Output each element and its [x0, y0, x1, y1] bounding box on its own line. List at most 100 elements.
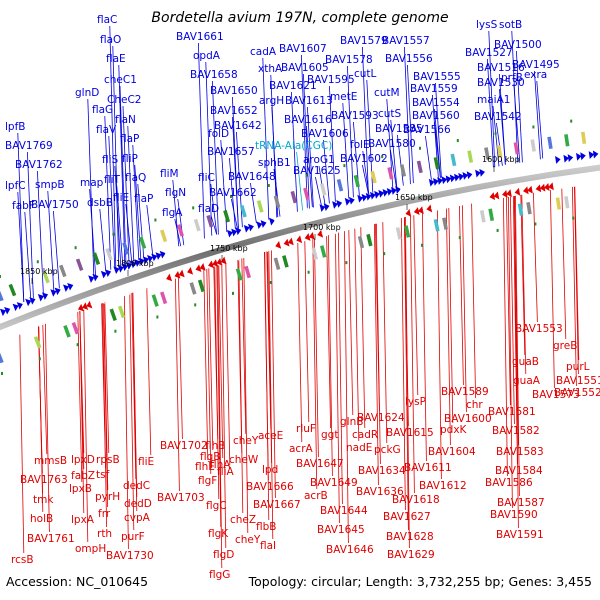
- reverse-gene-label[interactable]: flgG: [209, 569, 230, 581]
- reverse-gene-label[interactable]: BAV1618: [392, 494, 440, 506]
- forward-gene-label[interactable]: sotB: [499, 19, 522, 31]
- reverse-gene-label[interactable]: BAV1583: [496, 446, 544, 458]
- reverse-gene-label[interactable]: flhA: [210, 459, 231, 471]
- reverse-gene-label[interactable]: BAV1604: [428, 446, 476, 458]
- reverse-gene-label[interactable]: guaB: [512, 356, 539, 368]
- reverse-gene-label[interactable]: BAV1582: [492, 425, 540, 437]
- reverse-gene-label[interactable]: acrA: [289, 443, 314, 455]
- reverse-gene-label[interactable]: BAV1646: [326, 544, 374, 556]
- forward-gene-label[interactable]: glnD: [75, 87, 99, 99]
- forward-gene-label[interactable]: lpfB: [5, 121, 25, 133]
- reverse-gene-label[interactable]: dedC: [123, 480, 150, 492]
- forward-gene-label[interactable]: fliT: [104, 174, 121, 186]
- reverse-gene-label[interactable]: flbB: [256, 521, 276, 533]
- reverse-gene-label[interactable]: aceE: [258, 430, 283, 442]
- forward-gene-label[interactable]: BAV1602: [340, 153, 388, 165]
- reverse-gene-label[interactable]: flgF: [198, 475, 217, 487]
- forward-gene-label[interactable]: fliP: [122, 153, 138, 165]
- forward-gene-label[interactable]: BAV1658: [190, 69, 238, 81]
- reverse-gene-label[interactable]: BAV1629: [387, 549, 435, 561]
- reverse-gene-label[interactable]: BAV1551: [556, 375, 600, 387]
- forward-gene-label[interactable]: BAV1566: [403, 124, 451, 136]
- forward-gene-label[interactable]: fliS: [102, 154, 119, 166]
- forward-gene-label[interactable]: BAV1555: [413, 71, 461, 83]
- forward-gene-label[interactable]: cutS: [378, 108, 402, 120]
- reverse-gene-label[interactable]: lysP: [405, 396, 426, 408]
- reverse-gene-label[interactable]: BAV1667: [253, 499, 301, 511]
- reverse-gene-label[interactable]: BAV1615: [386, 427, 434, 439]
- reverse-gene-label[interactable]: tmk: [33, 494, 54, 506]
- forward-gene-label[interactable]: BAV1530: [477, 77, 525, 89]
- reverse-gene-label[interactable]: BAV1702: [160, 440, 208, 452]
- forward-gene-label[interactable]: BAV1580: [368, 138, 416, 150]
- reverse-gene-label[interactable]: glnB: [340, 416, 363, 428]
- reverse-gene-label[interactable]: BAV1666: [246, 481, 294, 493]
- reverse-gene-label[interactable]: flhB: [205, 440, 225, 452]
- forward-gene-label[interactable]: BAV1559: [410, 83, 458, 95]
- reverse-gene-label[interactable]: BAV1591: [496, 529, 544, 541]
- reverse-gene-label[interactable]: lpxD: [71, 454, 95, 466]
- forward-gene-label[interactable]: flaO: [100, 34, 121, 46]
- reverse-gene-label[interactable]: BAV1584: [495, 465, 543, 477]
- reverse-gene-label[interactable]: BAV1730: [106, 550, 154, 562]
- reverse-gene-label[interactable]: acrB: [304, 490, 328, 502]
- forward-gene-label[interactable]: BAV1662: [209, 187, 257, 199]
- forward-gene-label[interactable]: xthA: [258, 63, 283, 75]
- forward-gene-label[interactable]: BAV1560: [412, 110, 460, 122]
- reverse-gene-label[interactable]: BAV1703: [157, 492, 205, 504]
- reverse-gene-label[interactable]: tsf: [96, 469, 110, 481]
- reverse-gene-label[interactable]: BAV1763: [20, 474, 68, 486]
- reverse-gene-label[interactable]: fliA: [217, 466, 235, 478]
- reverse-gene-label[interactable]: BAV1644: [320, 505, 368, 517]
- reverse-gene-label[interactable]: BAV1649: [310, 477, 358, 489]
- forward-gene-label[interactable]: flaP: [120, 133, 139, 145]
- reverse-gene-label[interactable]: pdxK: [440, 424, 468, 436]
- reverse-gene-label[interactable]: purF: [121, 531, 145, 543]
- reverse-gene-label[interactable]: holB: [30, 513, 53, 525]
- reverse-gene-label[interactable]: BAV1636: [356, 486, 404, 498]
- reverse-gene-label[interactable]: nadE: [346, 442, 372, 454]
- reverse-gene-label[interactable]: BAV1624: [357, 412, 405, 424]
- forward-gene-label[interactable]: BAV1585: [375, 123, 423, 135]
- reverse-gene-label[interactable]: BAV1761: [27, 533, 75, 545]
- forward-gene-label[interactable]: aroG1: [303, 154, 335, 166]
- forward-gene-label[interactable]: BAV1613: [285, 95, 333, 107]
- reverse-gene-label[interactable]: BAV1587: [497, 497, 545, 509]
- forward-gene-label[interactable]: fliM: [160, 168, 179, 180]
- forward-gene-label[interactable]: flgN: [165, 187, 186, 199]
- reverse-gene-label[interactable]: fliE: [138, 456, 154, 468]
- forward-gene-label[interactable]: BAV1542: [474, 111, 522, 123]
- reverse-gene-label[interactable]: ggt: [321, 429, 338, 441]
- reverse-gene-label[interactable]: flgK: [208, 528, 229, 540]
- reverse-gene-label[interactable]: frr: [98, 508, 111, 520]
- reverse-gene-label[interactable]: BAV1589: [441, 386, 489, 398]
- reverse-gene-label[interactable]: BAV1581: [488, 406, 536, 418]
- forward-gene-label[interactable]: BAV1650: [210, 85, 258, 97]
- reverse-gene-label[interactable]: cheY: [233, 435, 259, 447]
- forward-gene-label[interactable]: folD: [208, 128, 229, 140]
- reverse-gene-label[interactable]: dedD: [124, 498, 152, 510]
- reverse-gene-label[interactable]: flgC: [206, 500, 227, 512]
- reverse-gene-label[interactable]: fabZ: [71, 470, 95, 482]
- forward-gene-label[interactable]: BAV1495: [512, 59, 560, 71]
- forward-gene-label[interactable]: flaE: [106, 53, 126, 65]
- forward-gene-label[interactable]: BAV1606: [301, 128, 349, 140]
- reverse-gene-label[interactable]: BAV1634: [358, 465, 406, 477]
- forward-gene-label[interactable]: BAV1578: [325, 54, 373, 66]
- forward-gene-label[interactable]: folE: [350, 139, 370, 151]
- reverse-gene-label[interactable]: rpsB: [96, 454, 120, 466]
- forward-gene-label[interactable]: BAV1500: [494, 39, 542, 51]
- reverse-gene-label[interactable]: pckG: [374, 444, 401, 456]
- forward-gene-label[interactable]: BAV1661: [176, 31, 224, 43]
- forward-gene-label[interactable]: BAV1657: [207, 146, 255, 158]
- reverse-gene-label[interactable]: BAV1628: [386, 531, 434, 543]
- reverse-gene-label[interactable]: chr: [466, 399, 483, 411]
- forward-gene-label[interactable]: maiA1: [477, 94, 510, 106]
- reverse-gene-label[interactable]: BAV1612: [419, 480, 467, 492]
- forward-gene-label[interactable]: BAV1642: [214, 120, 262, 132]
- forward-gene-label[interactable]: BAV1648: [228, 171, 276, 183]
- forward-gene-label[interactable]: argH: [259, 95, 284, 107]
- reverse-gene-label[interactable]: cheZ: [230, 514, 256, 526]
- forward-gene-label[interactable]: dsbB: [87, 197, 113, 209]
- forward-gene-label[interactable]: BAV1607: [279, 43, 327, 55]
